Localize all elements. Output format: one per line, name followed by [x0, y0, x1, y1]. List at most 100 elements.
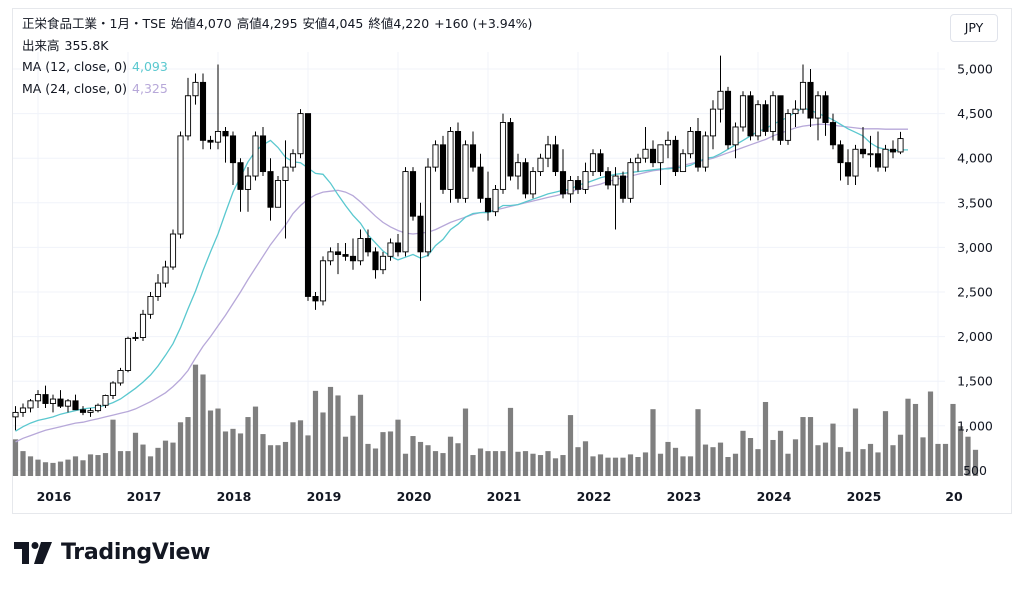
grid-lines [13, 52, 945, 480]
time-tick-label: 2023 [667, 489, 702, 504]
volume-legend: 出来高 355.8K [22, 37, 109, 54]
volume-bar [830, 423, 836, 476]
price-chart[interactable]: 500 1,000 1,500 2,000 2,500 3,000 3,500 4,000 4,… [0, 0, 1024, 520]
time-tick-label: 2025 [847, 489, 882, 504]
candle-up [537, 157, 544, 173]
volume-bar [12, 439, 19, 476]
ma12-legend[interactable]: MA (12, close, 0) 4,093 [22, 58, 168, 75]
candle-down [747, 95, 754, 137]
low-label: 安値 [302, 16, 328, 31]
candle-up [492, 188, 499, 213]
volume-bar [575, 447, 581, 476]
volume-bar [545, 451, 551, 476]
candle-down [822, 95, 829, 123]
time-tick-label: 2017 [127, 489, 162, 504]
candle-up [327, 251, 334, 262]
volume-bar [627, 454, 634, 476]
ma12-value: 4,093 [132, 59, 168, 74]
volume-bar [275, 445, 281, 476]
candle-down [304, 113, 312, 297]
candle-up [214, 130, 222, 143]
ma24-legend[interactable]: MA (24, close, 0) 4,325 [22, 80, 168, 97]
candle-up [882, 148, 889, 168]
price-tick-label: 2,500 [957, 285, 993, 300]
candle-up [379, 255, 387, 271]
volume-bar [357, 394, 364, 476]
candle-up [799, 81, 807, 110]
price-tick-label: 3,000 [957, 240, 993, 255]
tradingview-logo-icon [14, 542, 52, 564]
candle-up [282, 166, 289, 181]
volume-bar [455, 443, 461, 476]
volume-bar [410, 436, 416, 476]
candle-up [387, 242, 394, 257]
time-tick-label: 2019 [307, 489, 342, 504]
candle-down [57, 398, 64, 407]
candle-up [612, 175, 619, 186]
volume-bar [837, 447, 844, 476]
volume-bar [942, 443, 949, 476]
tradingview-logo-text: TradingView [61, 540, 211, 565]
ohlc-legend: 正栄食品工業・1月・TSE 始値4,070 高値4,295 安値4,045 終値4,22… [22, 15, 532, 32]
ma12-label: MA (12, close, 0) [22, 59, 128, 74]
candle-down [364, 238, 372, 253]
volume-bar [267, 445, 274, 476]
candle-down [79, 409, 87, 413]
time-tick-label: 2021 [487, 489, 522, 504]
close-label: 終値 [368, 16, 394, 31]
volume-bar [965, 436, 971, 476]
volume-bar [672, 447, 679, 476]
volume-bar [192, 364, 199, 476]
volume-bar [50, 462, 56, 476]
volume-bar [477, 448, 484, 476]
volume-bar [620, 457, 626, 476]
volume-bar [605, 457, 611, 476]
volume-bar [372, 448, 379, 476]
candle-down [829, 122, 837, 146]
price-tick-label: 5,000 [957, 62, 993, 77]
candle-up [739, 95, 747, 128]
candle-down [259, 135, 267, 173]
currency-button[interactable]: JPY [950, 14, 998, 42]
candle-up [499, 122, 507, 190]
candle-up [192, 81, 199, 97]
volume-bar [230, 428, 236, 476]
volume-value: 355.8K [64, 38, 109, 53]
candle-up [94, 404, 102, 412]
open-label: 始値 [170, 16, 196, 31]
candle-up [169, 233, 177, 268]
candle-down [604, 171, 612, 186]
volume-bar [425, 445, 431, 476]
candle-up [12, 411, 19, 418]
volume-bar [807, 417, 814, 476]
volume-bar [950, 403, 956, 476]
candle-down [694, 130, 702, 168]
volume-bar [635, 457, 641, 476]
volume-bar [305, 435, 311, 476]
high-label: 高値 [236, 16, 262, 31]
candle-up [462, 144, 469, 199]
candle-down [229, 135, 237, 164]
candle-up [867, 153, 874, 156]
candle-down [394, 242, 402, 253]
candle-up [357, 238, 364, 262]
candle-up [289, 153, 297, 168]
volume-bar [447, 436, 454, 476]
volume-bar [245, 417, 251, 476]
change-value: +160 (+3.94%) [434, 16, 533, 31]
candle-up [319, 260, 327, 302]
volume-bar [725, 457, 731, 476]
volume-bar [365, 443, 371, 476]
time-tick-label: 2016 [37, 489, 72, 504]
volume-bar [905, 398, 911, 476]
candle-up [567, 180, 574, 195]
volume-bar [852, 408, 859, 476]
candle-up [102, 395, 109, 406]
candle-up [679, 153, 687, 173]
price-tick-label: 3,500 [957, 195, 993, 210]
volume-bar [237, 433, 244, 476]
volume-bar [110, 419, 116, 476]
volume-bar [935, 443, 941, 476]
volume-bar [912, 403, 919, 476]
low-value: 4,045 [327, 16, 364, 31]
